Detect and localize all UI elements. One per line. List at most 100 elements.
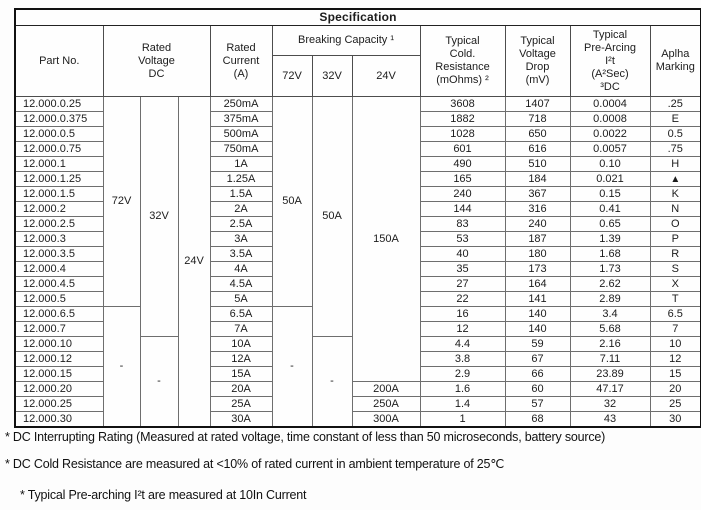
alpha-marking-cell: P — [649, 231, 701, 247]
column-header-voltage-drop: Typical Voltage Drop (mV) — [504, 25, 571, 97]
part-no-cell: 12.000.0.375 — [14, 111, 104, 127]
voltage-drop-cell: 1407 — [504, 96, 571, 112]
voltage-drop-cell: 367 — [504, 186, 571, 202]
voltage-drop-cell: 616 — [504, 141, 571, 157]
table-row: 12.000.2.5 2.5A 83 240 0.65 O — [14, 216, 701, 232]
table-row: 12.000.0.25 72V 32V 24V 250mA 50A 50A 150A 3608 1… — [14, 96, 701, 428]
alpha-marking-cell: 25 — [649, 396, 701, 412]
part-no-cell: 12.000.5 — [14, 291, 104, 307]
breaking-capacity-cell-2: - — [311, 336, 353, 428]
cold-resistance-cell: 27 — [419, 276, 506, 292]
part-no-cell: 12.000.3 — [14, 231, 104, 247]
pre-arcing-i2t-cell: 0.41 — [569, 201, 651, 217]
rated-current-cell: 5A — [209, 291, 273, 307]
alpha-marking-cell: S — [649, 261, 701, 277]
cold-resistance-cell: 16 — [419, 306, 506, 322]
pre-arcing-i2t-cell: 0.0008 — [569, 111, 651, 127]
alpha-marking-cell: 15 — [649, 366, 701, 382]
part-no-cell: 12.000.1.5 — [14, 186, 104, 202]
pre-arcing-i2t-cell: 0.021 — [569, 171, 651, 187]
voltage-drop-cell: 173 — [504, 261, 571, 277]
pre-arcing-i2t-cell: 0.0004 — [569, 96, 651, 112]
cold-resistance-cell: 3.8 — [419, 351, 506, 367]
pre-arcing-i2t-cell: 5.68 — [569, 321, 651, 337]
pre-arcing-i2t-cell: 2.16 — [569, 336, 651, 352]
breaking-capacity-cell-1: 50A — [271, 96, 313, 307]
part-no-cell: 12.000.3.5 — [14, 246, 104, 262]
alpha-marking-cell: ▲ — [649, 171, 701, 187]
table-row: 12.000.4.5 4.5A 27 164 2.62 X — [14, 276, 701, 292]
alpha-marking-cell: X — [649, 276, 701, 292]
alpha-marking-cell: 7 — [649, 321, 701, 337]
breaking-capacity-cell-3: 250A — [351, 396, 421, 412]
breaking-capacity-cell-1: - — [271, 306, 313, 428]
alpha-marking-cell: .25 — [649, 96, 701, 112]
table-row: 12.000.0.5 500mA 1028 650 0.0022 0.5 — [14, 126, 701, 142]
table-row: 12.000.1 1A 490 510 0.10 H — [14, 156, 701, 172]
alpha-marking-cell: N — [649, 201, 701, 217]
voltage-drop-cell: 57 — [504, 396, 571, 412]
cold-resistance-cell: 3608 — [419, 96, 506, 112]
cold-resistance-cell: 1.6 — [419, 381, 506, 397]
part-no-cell: 12.000.12 — [14, 351, 104, 367]
part-no-cell: 12.000.4.5 — [14, 276, 104, 292]
alpha-marking-cell: 30 — [649, 411, 701, 428]
voltage-drop-cell: 316 — [504, 201, 571, 217]
column-header-pre-arcing: Typical Pre-Arcing I²t (A²Sec) ³DC — [569, 25, 651, 97]
part-no-cell: 12.000.1 — [14, 156, 104, 172]
footnote-cold-resistance: * DC Cold Resistance are measured at <10… — [5, 457, 505, 471]
cold-resistance-cell: 12 — [419, 321, 506, 337]
pre-arcing-i2t-cell: 1.39 — [569, 231, 651, 247]
rated-current-cell: 4A — [209, 261, 273, 277]
part-no-cell: 12.000.2 — [14, 201, 104, 217]
rated-current-cell: 20A — [209, 381, 273, 397]
rated-voltage-cell-3: 24V — [177, 96, 211, 428]
part-no-cell: 12.000.25 — [14, 396, 104, 412]
rated-current-cell: 2.5A — [209, 216, 273, 232]
voltage-drop-cell: 180 — [504, 246, 571, 262]
voltage-drop-cell: 240 — [504, 216, 571, 232]
part-no-cell: 12.000.20 — [14, 381, 104, 397]
table-row: 12.000.4 4A 35 173 1.73 S — [14, 261, 701, 277]
cold-resistance-cell: 35 — [419, 261, 506, 277]
rated-current-cell: 3.5A — [209, 246, 273, 262]
rated-current-cell: 7A — [209, 321, 273, 337]
voltage-drop-cell: 60 — [504, 381, 571, 397]
pre-arcing-i2t-cell: 47.17 — [569, 381, 651, 397]
rated-voltage-cell-2: - — [139, 336, 179, 428]
voltage-drop-cell: 164 — [504, 276, 571, 292]
part-no-cell: 12.000.10 — [14, 336, 104, 352]
column-header-rated-current: Rated Current (A) — [209, 25, 273, 97]
table-title: Specification — [14, 8, 701, 26]
table-row: 12.000.3.5 3.5A 40 180 1.68 R — [14, 246, 701, 262]
column-header-part-no: Part No. — [14, 25, 104, 97]
breaking-capacity-cell-3: 300A — [351, 411, 421, 428]
rated-current-cell: 4.5A — [209, 276, 273, 292]
alpha-marking-cell: H — [649, 156, 701, 172]
pre-arcing-i2t-cell: 0.15 — [569, 186, 651, 202]
alpha-marking-cell: 20 — [649, 381, 701, 397]
cold-resistance-cell: 22 — [419, 291, 506, 307]
rated-voltage-cell-2: 32V — [139, 96, 179, 337]
alpha-marking-cell: T — [649, 291, 701, 307]
pre-arcing-i2t-cell: 2.89 — [569, 291, 651, 307]
cold-resistance-cell: 4.4 — [419, 336, 506, 352]
table-row: 12.000.3 3A 53 187 1.39 P — [14, 231, 701, 247]
voltage-drop-cell: 184 — [504, 171, 571, 187]
footnote-interrupting-rating: * DC Interrupting Rating (Measured at ra… — [5, 430, 606, 444]
part-no-cell: 12.000.15 — [14, 366, 104, 382]
rated-current-cell: 3A — [209, 231, 273, 247]
rated-current-cell: 6.5A — [209, 306, 273, 322]
cold-resistance-cell: 1.4 — [419, 396, 506, 412]
cold-resistance-cell: 165 — [419, 171, 506, 187]
part-no-cell: 12.000.0.75 — [14, 141, 104, 157]
cold-resistance-cell: 83 — [419, 216, 506, 232]
pre-arcing-i2t-cell: 0.65 — [569, 216, 651, 232]
cold-resistance-cell: 601 — [419, 141, 506, 157]
cold-resistance-cell: 2.9 — [419, 366, 506, 382]
voltage-drop-cell: 66 — [504, 366, 571, 382]
header-row-2: 72V 32V 24V — [15, 55, 701, 97]
pre-arcing-i2t-cell: 1.68 — [569, 246, 651, 262]
rated-voltage-cell-1: 72V — [102, 96, 141, 307]
pre-arcing-i2t-cell: 2.62 — [569, 276, 651, 292]
